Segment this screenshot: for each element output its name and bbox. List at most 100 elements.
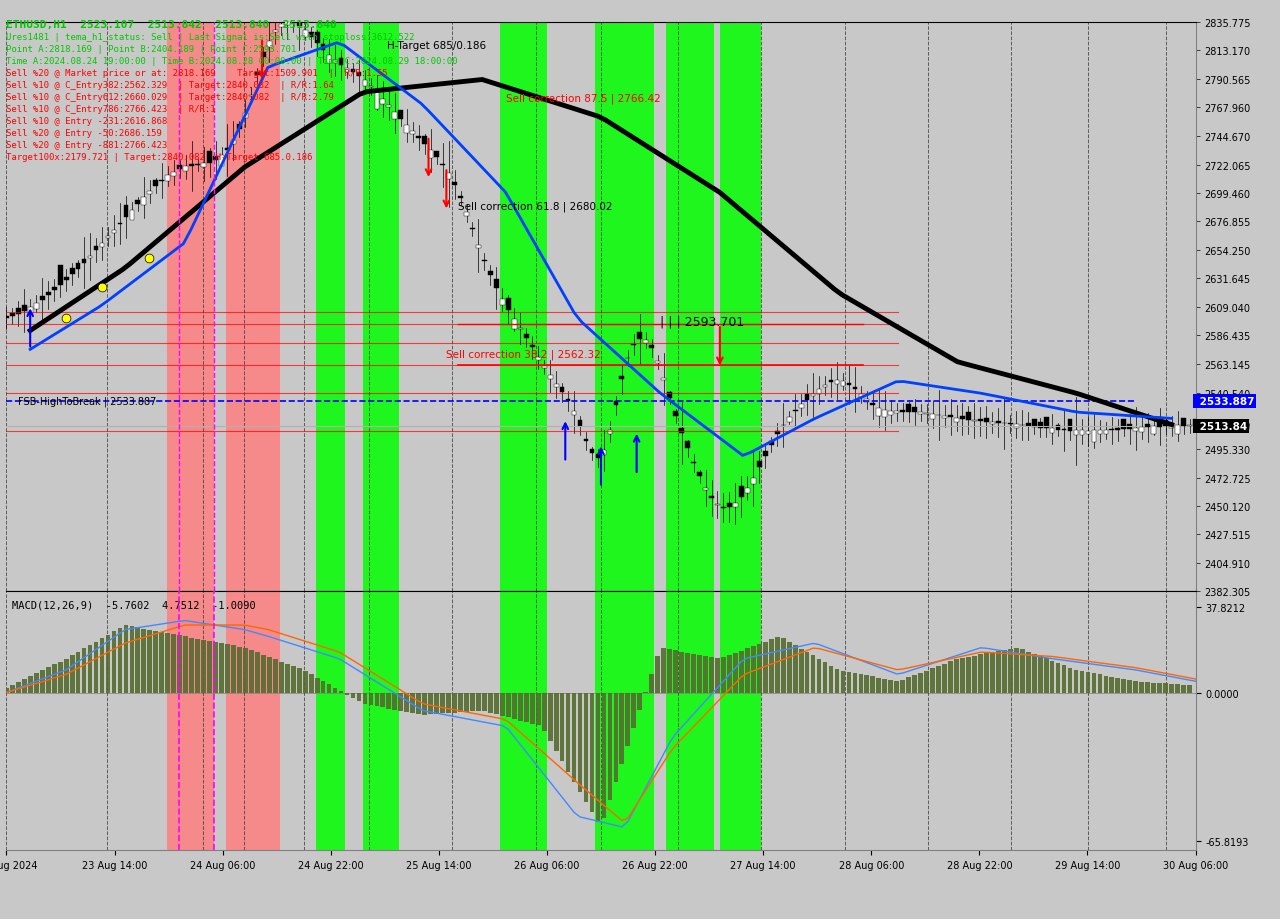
Bar	[196, 639, 200, 693]
Bar	[142, 629, 146, 693]
Text: | | | 2593.701: | | | 2593.701	[660, 315, 745, 328]
FancyBboxPatch shape	[500, 300, 504, 306]
FancyBboxPatch shape	[1133, 428, 1138, 432]
FancyBboxPatch shape	[333, 61, 338, 64]
Bar	[333, 688, 338, 693]
Text: Sell %10 @ C_Entry612:2660.029  | Target:2840.082  | R/R:2.79: Sell %10 @ C_Entry612:2660.029 | Target:…	[6, 93, 334, 102]
Bar	[237, 647, 242, 693]
Bar	[483, 693, 486, 711]
FancyBboxPatch shape	[279, 25, 284, 28]
Text: ETHUSD,H1  2523.107  2513.842  2513.840  2513.840: ETHUSD,H1 2523.107 2513.842 2513.840 251…	[6, 20, 337, 30]
Bar	[667, 592, 714, 850]
FancyBboxPatch shape	[189, 165, 195, 166]
Bar	[494, 693, 499, 714]
Bar	[691, 654, 696, 693]
FancyBboxPatch shape	[1079, 431, 1084, 436]
FancyBboxPatch shape	[165, 176, 170, 182]
Bar	[877, 678, 881, 693]
Bar	[476, 693, 481, 711]
Bar	[637, 693, 643, 710]
Bar	[100, 639, 105, 693]
Text: Time A:2024.08.24 19:00:00 | Time B:2024.08.28 00:00:00 | Time C:2024.08.29 18:0: Time A:2024.08.24 19:00:00 | Time B:2024…	[6, 57, 458, 66]
Bar	[685, 652, 690, 693]
Bar	[58, 662, 63, 693]
Bar	[404, 693, 410, 712]
Bar	[763, 641, 768, 693]
FancyBboxPatch shape	[631, 345, 636, 346]
FancyBboxPatch shape	[1014, 425, 1019, 429]
FancyBboxPatch shape	[369, 86, 374, 87]
Bar	[440, 693, 445, 714]
FancyBboxPatch shape	[46, 293, 51, 296]
Bar	[960, 658, 965, 693]
FancyBboxPatch shape	[841, 381, 845, 386]
FancyBboxPatch shape	[28, 308, 33, 315]
FancyBboxPatch shape	[142, 198, 146, 206]
FancyBboxPatch shape	[447, 174, 451, 180]
FancyBboxPatch shape	[1007, 424, 1012, 425]
Bar	[721, 658, 726, 693]
Bar	[136, 628, 141, 693]
FancyBboxPatch shape	[1115, 428, 1120, 430]
Bar	[207, 641, 212, 693]
Bar	[1043, 659, 1048, 693]
Bar	[1020, 650, 1024, 693]
Bar	[500, 23, 548, 592]
Bar	[566, 693, 571, 772]
Bar	[33, 674, 38, 693]
FancyBboxPatch shape	[769, 441, 773, 445]
FancyBboxPatch shape	[942, 416, 947, 418]
Bar	[1175, 685, 1180, 693]
FancyBboxPatch shape	[160, 180, 164, 181]
Bar	[255, 652, 260, 693]
FancyBboxPatch shape	[846, 383, 851, 385]
FancyBboxPatch shape	[494, 280, 499, 289]
Bar	[751, 646, 755, 693]
FancyBboxPatch shape	[1025, 424, 1030, 426]
Bar	[398, 693, 403, 711]
Bar	[1056, 664, 1060, 693]
Bar	[364, 23, 399, 592]
Bar	[1157, 684, 1162, 693]
Bar	[232, 646, 236, 693]
Bar	[154, 631, 159, 693]
FancyBboxPatch shape	[1038, 423, 1042, 428]
Bar	[172, 634, 177, 693]
Bar	[106, 635, 110, 693]
Bar	[841, 671, 845, 693]
Bar	[344, 693, 349, 695]
Bar	[792, 645, 797, 693]
Bar	[1014, 648, 1019, 693]
Bar	[1164, 684, 1169, 693]
Bar	[799, 649, 804, 693]
FancyBboxPatch shape	[339, 59, 343, 66]
Bar	[667, 23, 714, 592]
Bar	[375, 693, 379, 707]
FancyBboxPatch shape	[422, 137, 428, 144]
Bar	[416, 693, 421, 714]
Text: Target100x:2179.721 | Target:2840.082  H-Target 685.0.186: Target100x:2179.721 | Target:2840.082 H-…	[6, 153, 312, 162]
FancyBboxPatch shape	[649, 346, 654, 349]
Bar	[51, 664, 56, 693]
Bar	[972, 656, 977, 693]
Bar	[1092, 674, 1096, 693]
FancyBboxPatch shape	[64, 278, 69, 280]
Bar	[357, 693, 361, 701]
Bar	[160, 632, 164, 693]
Bar	[285, 664, 289, 693]
Bar	[500, 592, 548, 850]
Bar	[297, 669, 302, 693]
FancyBboxPatch shape	[207, 152, 212, 164]
Bar	[716, 659, 719, 693]
Text: Sell correction 38.2 | 2562.32: Sell correction 38.2 | 2562.32	[447, 349, 602, 359]
FancyBboxPatch shape	[232, 142, 236, 145]
Bar	[823, 663, 827, 693]
FancyBboxPatch shape	[10, 313, 15, 317]
Bar	[111, 631, 116, 693]
Bar	[165, 633, 170, 693]
Text: Sell correction 87.5 | 2766.42: Sell correction 87.5 | 2766.42	[506, 93, 660, 104]
FancyBboxPatch shape	[476, 246, 481, 248]
FancyBboxPatch shape	[357, 73, 361, 77]
FancyBboxPatch shape	[458, 197, 463, 199]
FancyBboxPatch shape	[954, 418, 959, 423]
